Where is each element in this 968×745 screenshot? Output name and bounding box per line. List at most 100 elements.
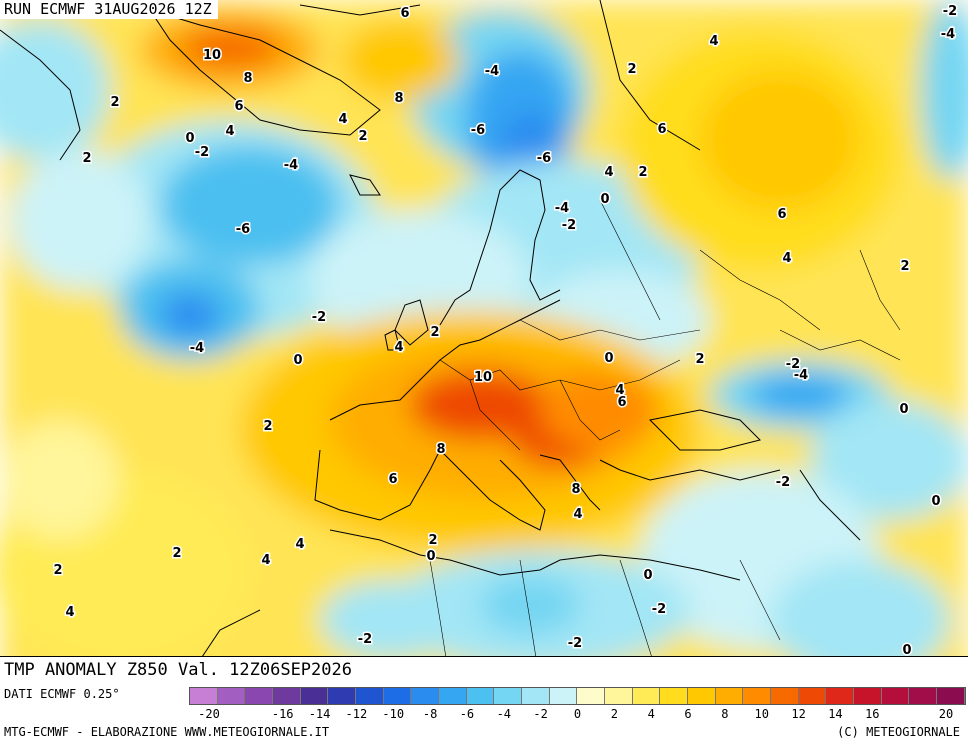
scale-cell [688, 688, 716, 704]
scale-cell [522, 688, 550, 704]
contour-label: 4 [338, 112, 347, 127]
contour-label: 0 [899, 402, 908, 417]
contour-label: 0 [293, 353, 302, 368]
contour-label: 2 [172, 546, 181, 561]
contour-label: -2 [562, 218, 576, 233]
scale-cell [273, 688, 301, 704]
contour-label: -2 [943, 4, 957, 19]
scale-cell [356, 688, 384, 704]
scale-cell [217, 688, 246, 704]
contour-label: -2 [776, 475, 790, 490]
contour-label: -6 [236, 222, 250, 237]
contour-label: -4 [485, 64, 499, 79]
credit-left: MTG-ECMWF - ELABORAZIONE WWW.METEOGIORNA… [4, 725, 330, 739]
scale-cell [245, 688, 274, 704]
contour-label: -2 [195, 145, 209, 160]
contour-label: 4 [394, 340, 403, 355]
contour-label: 2 [430, 325, 439, 340]
contour-label: -4 [794, 368, 808, 383]
scale-cell [881, 688, 910, 704]
scale-cell [605, 688, 633, 704]
scale-tick-label: 14 [828, 707, 843, 721]
credit-right: (C) METEOGIORNALE [837, 725, 960, 739]
contour-labels: 6 -2-4108640-222428-4-6-6402426-4-6-4-264… [52, 3, 959, 660]
scale-tick-label: 6 [684, 707, 692, 721]
contour-label: 6 [234, 99, 243, 114]
scale-tick-label: -14 [308, 707, 331, 721]
contour-label: 4 [65, 605, 74, 620]
anomaly-field [0, 0, 968, 683]
contour-label: 0 [643, 568, 652, 583]
contour-label: -4 [555, 201, 569, 216]
scale-cell [439, 688, 467, 704]
scale-cell [854, 688, 882, 704]
contour-label: 2 [82, 151, 91, 166]
contour-label: 6 [617, 395, 626, 410]
map-title: TMP ANOMALY Z850 Val. 12Z06SEP2026 [0, 656, 968, 683]
scale-cell [771, 688, 799, 704]
contour-label: -2 [568, 636, 582, 651]
contour-label: -4 [284, 158, 298, 173]
contour-label: 4 [261, 553, 270, 568]
scale-tick-label: -8 [422, 707, 438, 721]
contour-label: 4 [782, 251, 791, 266]
scale-tick-label: 20 [938, 707, 954, 721]
scale-tick-label: -4 [496, 707, 512, 721]
contour-label: -4 [190, 341, 204, 356]
scale-tick-label: -10 [382, 707, 405, 721]
contour-label: 4 [225, 124, 234, 139]
contour-label: 8 [571, 482, 580, 497]
contour-label: 6 [777, 207, 786, 222]
scale-cell [328, 688, 357, 704]
contour-label: 10 [203, 48, 221, 63]
contour-label: -2 [358, 632, 372, 647]
scale-tick-label: -2 [533, 707, 548, 721]
scale-cell [549, 688, 578, 704]
contour-label: 2 [627, 62, 636, 77]
contour-label: 0 [426, 549, 435, 564]
contour-label: 8 [436, 442, 445, 457]
scale-cell [743, 688, 772, 704]
contour-label: -2 [786, 357, 800, 372]
anomaly-map: 6 -2-4108640-222428-4-6-6402426-4-6-4-264… [0, 0, 968, 683]
scale-cell [577, 688, 606, 704]
scale-cell [937, 688, 965, 704]
contour-label: 6 [400, 6, 409, 21]
contour-label: 2 [428, 533, 437, 548]
scale-tick-label: 8 [721, 707, 729, 721]
contour-label: 8 [394, 91, 403, 106]
scale-cell [300, 688, 329, 704]
contour-label: 8 [243, 71, 252, 86]
contour-label: 0 [604, 351, 613, 366]
data-source: DATI ECMWF 0.25° [4, 687, 120, 701]
scale-tick-label: -20 [198, 707, 220, 721]
scale-cell [715, 688, 744, 704]
contour-label: 4 [295, 537, 304, 552]
scale-tick-label: -16 [271, 707, 294, 721]
scale-cell [632, 688, 661, 704]
scale-cell [411, 688, 440, 704]
contour-label: 2 [263, 419, 272, 434]
contour-label: 2 [53, 563, 62, 578]
contour-label: 6 [657, 122, 666, 137]
footer: DATI ECMWF 0.25° -20 -16 -14 -12 -10 -8 -6 -4 -2… [0, 683, 968, 745]
contour-label: 2 [638, 165, 647, 180]
coastlines [0, 0, 861, 661]
scale-cell [190, 688, 218, 704]
scale-ticks: -20 -16 -14 -12 -10 -8 -6 -4 -2 0 2 4 6 8 10 12 14 16 20 [189, 707, 966, 721]
contour-label: 2 [900, 259, 909, 274]
contour-label: 0 [185, 131, 194, 146]
contour-label: 0 [931, 494, 940, 509]
scale-tick-label: 0 [573, 707, 582, 721]
scale-tick-label: 4 [647, 707, 655, 721]
contour-label: 0 [600, 192, 609, 207]
contour-label: 0 [902, 643, 911, 658]
contour-label: -4 [941, 27, 955, 42]
scale-cell [466, 688, 495, 704]
scale-cell [798, 688, 827, 704]
scale-cell [826, 688, 855, 704]
contour-label: 6 [388, 472, 397, 487]
scale-tick-label: 10 [754, 707, 769, 721]
contour-label: 4 [709, 34, 718, 49]
contour-label: -2 [312, 310, 326, 325]
